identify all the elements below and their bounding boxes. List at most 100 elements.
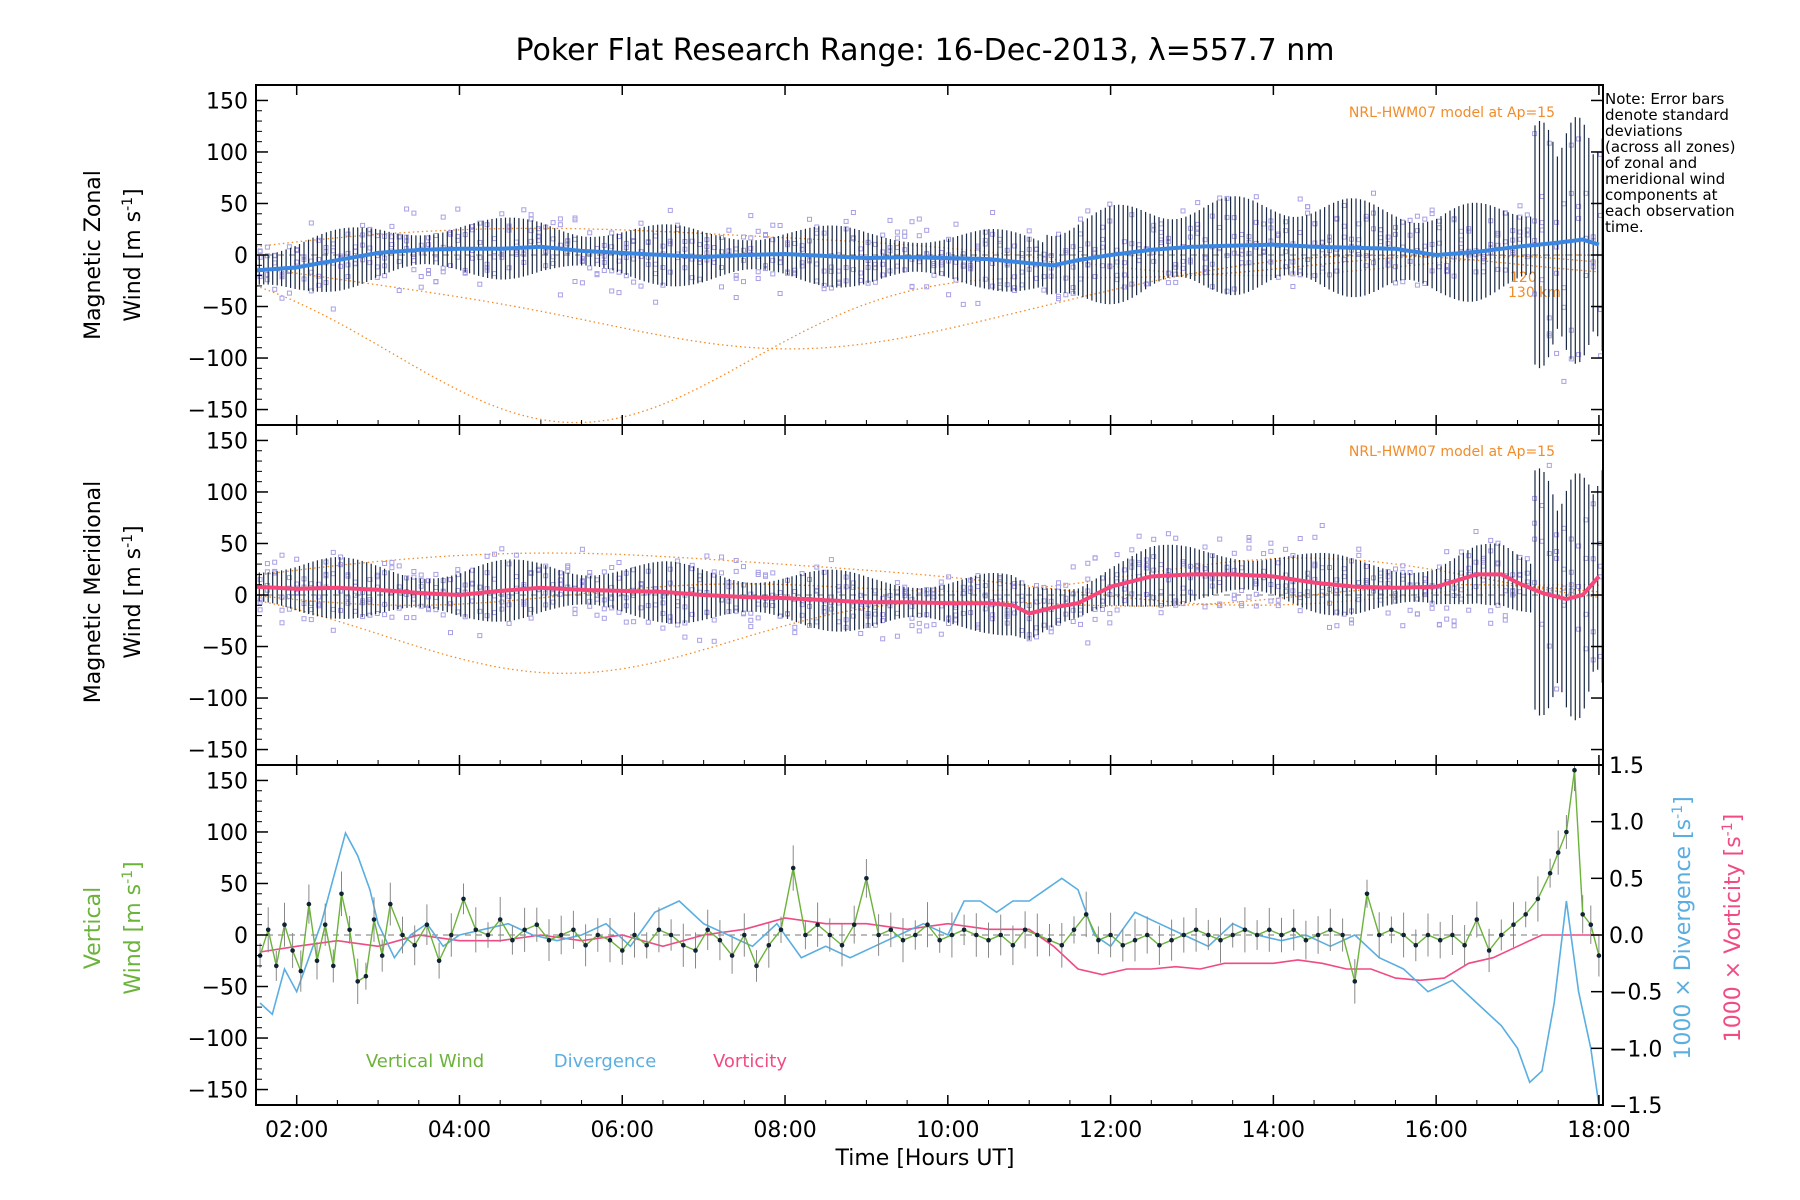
scatter-point <box>1114 552 1120 558</box>
scatter-point <box>1114 607 1120 613</box>
scatter-point <box>770 570 776 576</box>
scatter-point <box>858 631 864 636</box>
vertical-wind-point <box>546 937 552 943</box>
scatter-point <box>872 622 878 628</box>
scatter-point <box>924 623 930 629</box>
vertical-wind-point <box>693 948 698 953</box>
scatter-point <box>1334 577 1340 583</box>
scatter-point <box>609 230 615 236</box>
scatter-point <box>1393 231 1398 237</box>
scatter-point <box>902 247 908 253</box>
x-tick-label: 02:00 <box>265 1118 328 1143</box>
scatter-point <box>272 559 278 565</box>
svg-text:1000 × Divergence [s-1]: 1000 × Divergence [s-1] <box>1670 796 1696 1059</box>
scatter-point <box>1444 268 1450 273</box>
scatter-point <box>455 206 461 212</box>
scatter-point <box>433 585 439 590</box>
scatter-point <box>1393 224 1398 230</box>
vertical-wind-point <box>888 927 894 933</box>
scatter-point <box>1202 604 1208 610</box>
scatter-point <box>1356 552 1362 558</box>
scatter-point <box>418 242 424 248</box>
model-label-zonal: NRL-HWM07 model at Ap=15 <box>1349 105 1555 121</box>
scatter-point <box>1407 217 1413 223</box>
scatter-point <box>1524 556 1530 562</box>
scatter-point <box>631 619 637 625</box>
y2label-part: 1000 × Vorticity [s <box>1721 836 1746 1042</box>
scatter-point <box>1056 580 1061 586</box>
scatter-point <box>1495 602 1501 608</box>
vertical-wind-point <box>1462 943 1467 948</box>
scatter-point <box>1158 229 1164 235</box>
scatter-point <box>1041 274 1047 280</box>
scatter-point <box>1012 285 1018 291</box>
scatter-point <box>257 607 263 613</box>
scatter-point <box>587 230 593 236</box>
scatter-point <box>733 558 739 563</box>
scatter-point <box>1121 586 1127 592</box>
scatter-point <box>264 272 270 278</box>
scatter-point <box>1078 621 1083 627</box>
scatter-point <box>1070 244 1076 250</box>
scatter-point <box>609 565 615 570</box>
scatter-point <box>601 569 607 575</box>
scatter-point <box>1085 208 1091 214</box>
vertical-data <box>256 765 1603 1105</box>
scatter-point <box>770 257 776 263</box>
scatter-point <box>338 607 344 613</box>
y-tick-label: 0 <box>234 244 248 269</box>
vertical-wind-point <box>937 937 942 943</box>
scatter-point <box>1363 564 1369 569</box>
scatter-point <box>1524 254 1530 260</box>
scatter-point <box>426 242 431 248</box>
scatter-point <box>1290 284 1296 289</box>
scatter-point <box>1393 264 1398 270</box>
scatter-point <box>1070 285 1076 290</box>
scatter-point <box>316 594 322 600</box>
scatter-point <box>902 267 908 273</box>
scatter-point <box>909 604 915 610</box>
scatter-point <box>594 272 600 278</box>
scatter-point <box>1078 216 1083 222</box>
y-tick-label: 0 <box>234 924 248 949</box>
scatter-point <box>1092 555 1098 561</box>
scatter-point <box>1319 523 1325 528</box>
scatter-point <box>448 630 453 636</box>
scatter-point <box>1246 545 1252 551</box>
scatter-point <box>960 251 966 257</box>
vertical-wind-point <box>1010 943 1016 948</box>
scatter-point <box>821 230 827 236</box>
vertical-wind-point <box>729 953 735 958</box>
scatter-point <box>338 554 344 560</box>
scatter-point <box>1385 262 1391 268</box>
scatter-point <box>484 553 490 559</box>
scatter-point <box>448 577 453 583</box>
scatter-point <box>1143 281 1149 287</box>
scatter-point <box>477 584 483 590</box>
scatter-point <box>1554 532 1560 538</box>
vertical-wind-point <box>1499 932 1504 938</box>
scatter-point <box>330 627 336 633</box>
scatter-point <box>301 616 307 622</box>
scatter-point <box>1121 260 1127 266</box>
scatter-point <box>836 619 842 625</box>
scatter-point <box>982 229 988 235</box>
y-tick-label: −150 <box>188 739 248 764</box>
vertical-wind-point <box>1596 953 1602 958</box>
scatter-point <box>755 276 761 281</box>
scatter-point <box>953 221 959 227</box>
scatter-point <box>755 269 761 275</box>
y-tick-label: −100 <box>188 1027 248 1052</box>
vertical-wind-point <box>298 968 304 974</box>
scatter-point <box>1554 350 1560 356</box>
scatter-point <box>872 279 878 285</box>
scatter-point <box>1393 566 1398 572</box>
meridional-panel: 150 100 50 0 −50 −100 −150 <box>188 424 1604 766</box>
vertical-wind-point <box>1564 829 1569 835</box>
vertical-wind-point <box>1389 927 1394 933</box>
scatter-point <box>741 247 746 253</box>
scatter-point <box>594 612 600 618</box>
scatter-point <box>682 634 688 640</box>
scatter-point <box>411 615 417 621</box>
